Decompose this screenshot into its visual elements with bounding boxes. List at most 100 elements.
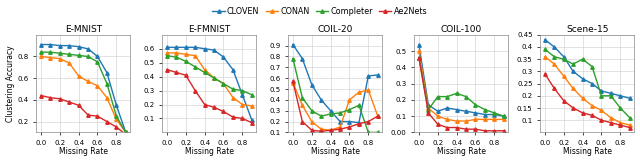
Completer bbox=[248, 94, 255, 96]
Ae2Nets bbox=[173, 71, 180, 73]
CONAN bbox=[103, 97, 111, 99]
Ae2Nets bbox=[415, 57, 423, 58]
CLOVEN bbox=[47, 44, 54, 46]
Completer bbox=[500, 115, 508, 117]
CLOVEN bbox=[93, 56, 101, 58]
Title: Scene-15: Scene-15 bbox=[566, 25, 609, 34]
Line: CONAN: CONAN bbox=[165, 51, 253, 108]
Completer bbox=[434, 96, 442, 98]
Ae2Nets bbox=[47, 97, 54, 99]
Title: COIL-20: COIL-20 bbox=[317, 25, 353, 34]
Ae2Nets bbox=[355, 123, 363, 125]
Completer bbox=[201, 71, 209, 73]
Ae2Nets bbox=[374, 115, 381, 117]
Completer bbox=[298, 97, 306, 99]
CLOVEN bbox=[201, 48, 209, 50]
CONAN bbox=[346, 99, 353, 101]
Line: Ae2Nets: Ae2Nets bbox=[39, 94, 127, 136]
CONAN bbox=[541, 56, 548, 58]
CLOVEN bbox=[500, 115, 508, 117]
CONAN bbox=[588, 105, 596, 107]
CONAN bbox=[550, 63, 558, 65]
Ae2Nets bbox=[570, 107, 577, 109]
Y-axis label: Clustering Accuracy: Clustering Accuracy bbox=[6, 45, 15, 122]
Ae2Nets bbox=[444, 127, 451, 128]
Ae2Nets bbox=[336, 128, 344, 130]
CONAN bbox=[113, 118, 120, 120]
CONAN bbox=[84, 81, 92, 82]
Completer bbox=[374, 131, 381, 133]
Completer bbox=[626, 117, 634, 119]
CLOVEN bbox=[452, 109, 460, 111]
X-axis label: Missing Rate: Missing Rate bbox=[59, 147, 108, 156]
Ae2Nets bbox=[122, 134, 130, 136]
CLOVEN bbox=[317, 99, 325, 101]
CLOVEN bbox=[248, 119, 255, 121]
CONAN bbox=[93, 85, 101, 87]
CLOVEN bbox=[56, 45, 63, 47]
Completer bbox=[415, 57, 423, 58]
Line: Completer: Completer bbox=[291, 57, 380, 134]
CLOVEN bbox=[462, 110, 470, 112]
CONAN bbox=[289, 81, 297, 83]
Completer bbox=[113, 115, 120, 117]
Ae2Nets bbox=[452, 127, 460, 128]
Ae2Nets bbox=[550, 87, 558, 89]
Ae2Nets bbox=[289, 81, 297, 82]
Completer bbox=[560, 58, 568, 60]
Line: CONAN: CONAN bbox=[39, 55, 127, 134]
Ae2Nets bbox=[490, 130, 498, 132]
Completer bbox=[47, 51, 54, 53]
CONAN bbox=[56, 58, 63, 60]
CLOVEN bbox=[298, 58, 306, 60]
CONAN bbox=[191, 55, 199, 57]
Title: E-MNIST: E-MNIST bbox=[65, 25, 102, 34]
CLOVEN bbox=[541, 39, 548, 41]
Line: Completer: Completer bbox=[39, 50, 127, 134]
Completer bbox=[220, 83, 227, 85]
Completer bbox=[56, 52, 63, 54]
CONAN bbox=[239, 104, 246, 105]
Completer bbox=[122, 131, 130, 133]
CLOVEN bbox=[472, 112, 479, 114]
CLOVEN bbox=[289, 44, 297, 46]
Ae2Nets bbox=[365, 121, 372, 122]
Ae2Nets bbox=[500, 130, 508, 132]
Ae2Nets bbox=[308, 129, 316, 131]
CONAN bbox=[65, 62, 73, 64]
Ae2Nets bbox=[472, 128, 479, 130]
CLOVEN bbox=[210, 49, 218, 51]
CONAN bbox=[560, 75, 568, 77]
Ae2Nets bbox=[616, 124, 624, 126]
CONAN bbox=[336, 126, 344, 128]
Completer bbox=[65, 53, 73, 55]
CONAN bbox=[444, 118, 451, 120]
Ae2Nets bbox=[346, 126, 353, 128]
CONAN bbox=[210, 77, 218, 79]
CLOVEN bbox=[65, 45, 73, 47]
CLOVEN bbox=[579, 78, 586, 80]
CLOVEN bbox=[37, 44, 45, 46]
CONAN bbox=[434, 115, 442, 117]
Line: CLOVEN: CLOVEN bbox=[165, 46, 253, 122]
CONAN bbox=[248, 105, 255, 107]
Completer bbox=[229, 88, 237, 90]
CLOVEN bbox=[481, 114, 489, 116]
CONAN bbox=[462, 120, 470, 122]
Ae2Nets bbox=[56, 98, 63, 100]
Ae2Nets bbox=[163, 69, 171, 71]
CLOVEN bbox=[75, 46, 83, 48]
CLOVEN bbox=[598, 90, 605, 92]
CONAN bbox=[317, 128, 325, 130]
Ae2Nets bbox=[248, 122, 255, 124]
CLOVEN bbox=[220, 56, 227, 58]
Completer bbox=[37, 51, 45, 53]
Line: CLOVEN: CLOVEN bbox=[417, 43, 506, 118]
CLOVEN bbox=[163, 46, 171, 48]
Ae2Nets bbox=[103, 121, 111, 122]
CLOVEN bbox=[336, 121, 344, 122]
Completer bbox=[444, 96, 451, 98]
Completer bbox=[588, 66, 596, 68]
CLOVEN bbox=[229, 69, 237, 71]
Completer bbox=[191, 66, 199, 68]
